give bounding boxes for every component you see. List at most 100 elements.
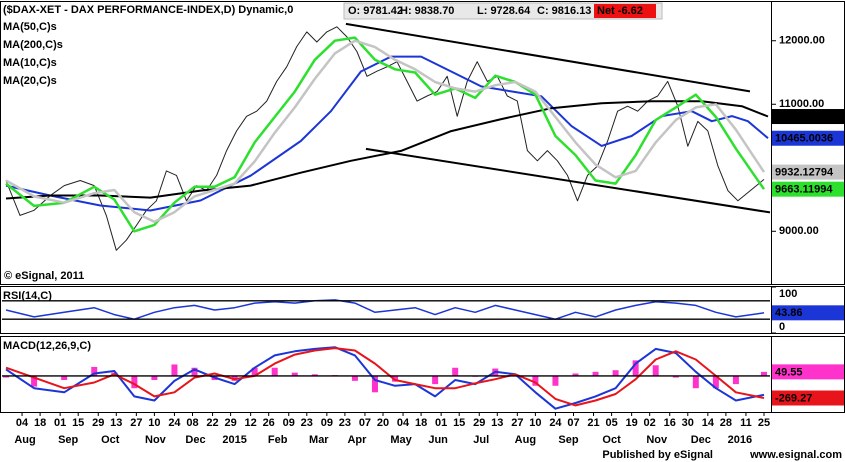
x-tick-label: 07 [567, 417, 579, 429]
histogram-bar [311, 374, 318, 376]
y-tick-label: 0 [779, 321, 785, 333]
x-tick-label: 04 [397, 417, 410, 429]
x-tick-label: 28 [720, 417, 732, 429]
last-value-label: 43.86 [775, 307, 803, 319]
histogram-bar [171, 364, 178, 376]
x-major-label: Mar [309, 434, 329, 446]
quote-value: O: 9781.42 [348, 5, 403, 17]
last-value-label: 9663.11994 [775, 184, 833, 196]
x-tick-label: 08 [186, 417, 198, 429]
series-line [5, 299, 765, 320]
legend-entry: MA(20,C)s [3, 75, 57, 87]
series-line [5, 100, 769, 200]
y-tick-label: 100 [779, 288, 797, 300]
x-tick-label: 29 [224, 417, 236, 429]
series-line [5, 346, 765, 410]
x-tick-label: 05 [605, 417, 617, 429]
histogram-bar [632, 360, 639, 376]
plot-area [5, 26, 769, 251]
histogram-bar [3, 375, 10, 378]
y-tick-label: 11000.00 [779, 98, 824, 110]
x-tick-label: 29 [473, 417, 485, 429]
x-tick-label: 01 [54, 417, 66, 429]
legend-entry: MA(50,C)s [3, 21, 57, 33]
histogram-bar [351, 375, 358, 381]
last-value-box [772, 305, 844, 321]
series-line [5, 39, 766, 224]
quote-value: L: 9728.64 [477, 5, 531, 17]
x-tick-label: 25 [758, 417, 770, 429]
histogram-bar [652, 365, 659, 376]
x-major-label: Feb [268, 434, 288, 446]
last-value-box [772, 390, 844, 406]
x-tick-label: 15 [72, 417, 84, 429]
last-value-box [772, 364, 844, 380]
last-value-box [772, 109, 844, 125]
x-tick-label: 27 [130, 417, 142, 429]
x-major-label: Dec [691, 434, 711, 446]
last-value-box [772, 130, 844, 146]
y-tick-label: 9000.00 [779, 225, 819, 237]
legend-entry: MA(200,C)s [3, 39, 63, 51]
last-value-label: -269.27 [775, 392, 812, 404]
histogram-bar [760, 371, 767, 376]
x-major-label: 2016 [728, 434, 752, 446]
quote-value: Net -6.62 [597, 5, 643, 17]
y-tick-label: 12000.00 [779, 35, 825, 47]
x-tick-label: 18 [415, 417, 427, 429]
source-note: © eSignal, 2011 [4, 270, 84, 282]
x-tick-label: 20 [377, 417, 389, 429]
histogram-bar [151, 375, 158, 381]
histogram-bar [672, 375, 679, 378]
histogram-bar [31, 375, 38, 387]
x-tick-label: 22 [206, 417, 218, 429]
histogram-bar [692, 375, 699, 389]
x-major-label: Dec [185, 434, 205, 446]
x-tick-label: 09 [283, 417, 295, 429]
x-major-label: Oct [101, 434, 120, 446]
last-value-label: 10806.7407 [775, 111, 833, 123]
histogram-bar [251, 367, 258, 376]
x-tick-label: 18 [34, 417, 46, 429]
x-tick-label: 24 [549, 417, 562, 429]
series-line [5, 347, 765, 407]
x-tick-label: 27 [511, 417, 523, 429]
x-tick-label: 07 [359, 417, 371, 429]
histogram-bar [432, 375, 439, 385]
x-tick-label: 02 [644, 417, 656, 429]
x-tick-label: 13 [110, 417, 122, 429]
x-major-label: Aug [14, 434, 35, 446]
histogram-bar [552, 375, 559, 386]
plot-area [5, 299, 765, 320]
last-value-label: 10465.0036 [775, 133, 833, 145]
histogram-bar [452, 367, 459, 376]
panel-title: RSI(14,C) [3, 290, 52, 302]
histogram-bar [612, 370, 619, 376]
histogram-bar [131, 375, 138, 389]
x-major-label: Nov [646, 434, 668, 446]
legend-entry: MA(10,C)s [3, 57, 57, 69]
last-value-label: 49.55 [775, 366, 803, 378]
x-major-label: May [390, 434, 412, 446]
publisher-url: www.esignal.com [749, 449, 842, 461]
series-line [5, 26, 765, 251]
x-major-label: Sep [58, 434, 78, 446]
net-box [594, 4, 656, 18]
x-tick-label: 12 [245, 417, 257, 429]
publisher: Published by eSignal [602, 449, 713, 461]
x-tick-label: 01 [435, 417, 447, 429]
histogram-bar [732, 375, 739, 385]
histogram-bar [291, 372, 298, 376]
histogram-bar [371, 375, 378, 393]
x-major-label: Jun [428, 434, 448, 446]
quote-value: C: 9816.13 [537, 5, 591, 17]
histogram-bar [191, 367, 198, 376]
x-tick-label: 19 [626, 417, 638, 429]
quote-bar [343, 2, 663, 20]
x-tick-label: 21 [587, 417, 599, 429]
histogram-bar [532, 375, 539, 386]
panel-title: MACD(12,26,9,C) [3, 340, 91, 352]
histogram-bar [712, 375, 719, 389]
histogram-bar [572, 373, 579, 376]
